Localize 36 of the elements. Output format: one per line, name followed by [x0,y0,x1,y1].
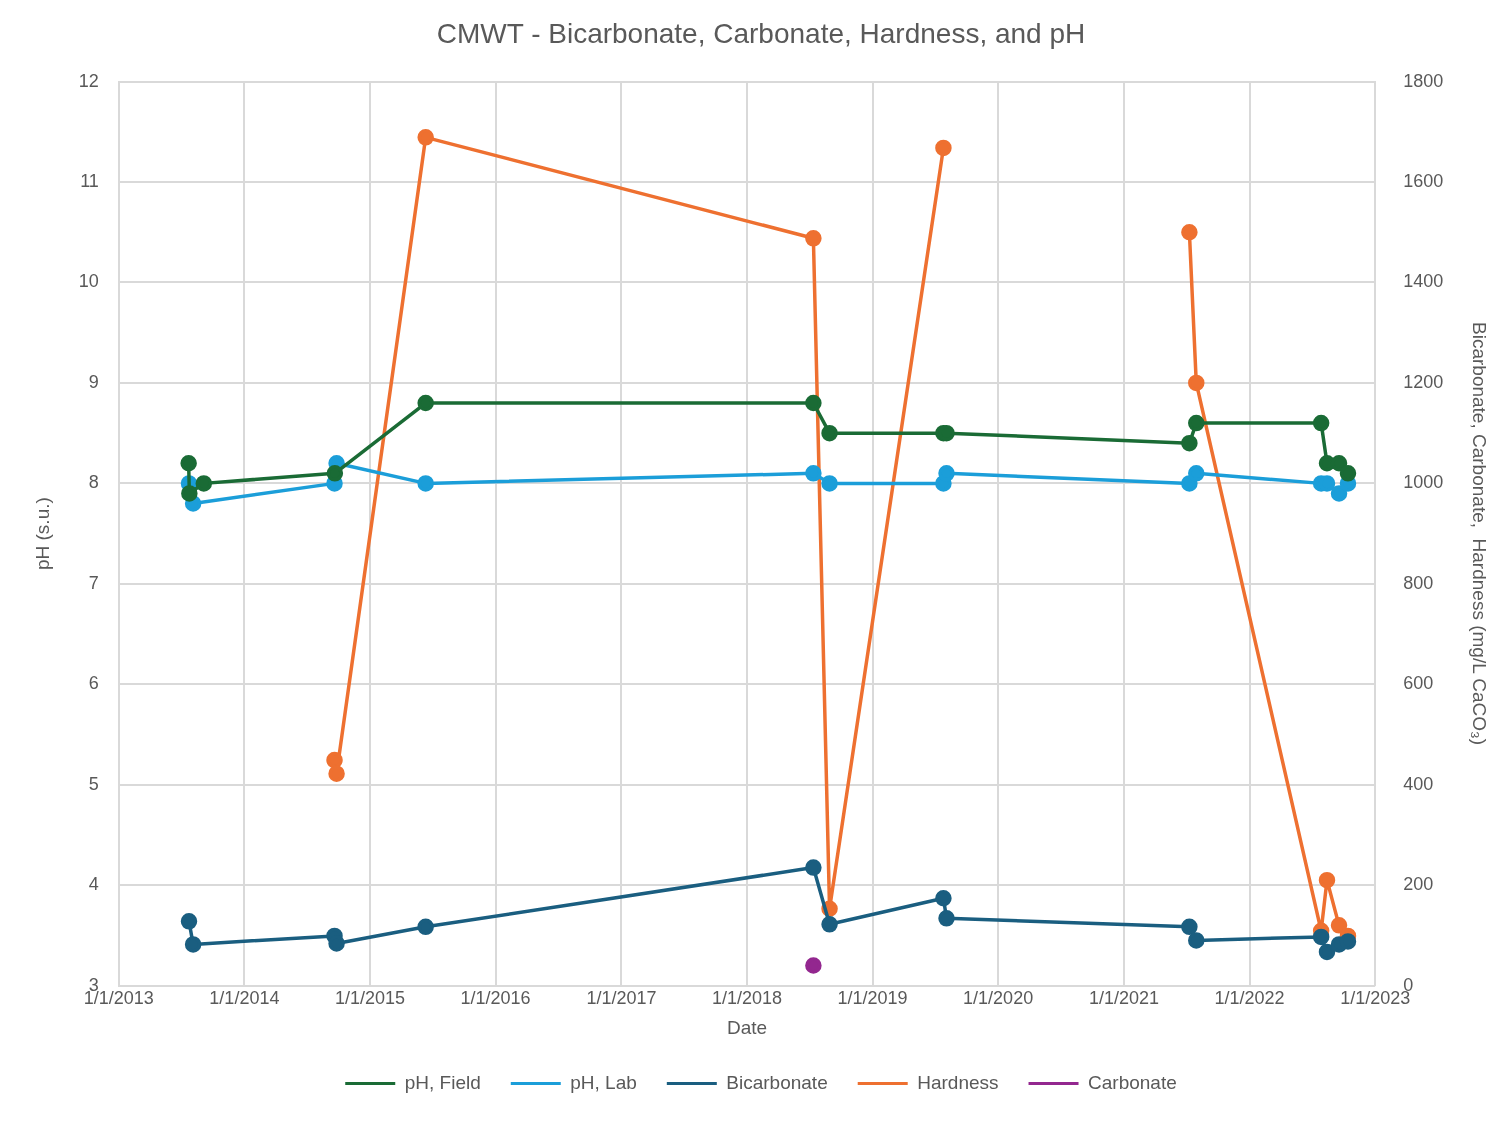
legend-label: pH, Lab [570,1071,637,1093]
x-tick-label: 1/1/2017 [586,988,657,1009]
y2-tick-label: 1600 [1403,171,1444,192]
y2-tick-label: 1000 [1403,472,1444,493]
legend-label: pH, Field [404,1071,481,1093]
legend-label: Hardness [917,1071,999,1093]
x-tick-label: 1/1/2019 [837,988,908,1009]
y2-tick-label: 400 [1403,773,1434,794]
x-tick-label: 1/1/2020 [963,988,1034,1009]
legend-label: Bicarbonate [726,1071,828,1093]
x-tick-label: 1/1/2021 [1088,988,1160,1009]
x-tick-label: 1/1/2022 [1214,988,1285,1009]
y-tick-label: 4 [88,874,99,895]
x-tick-label: 1/1/2014 [209,988,280,1009]
x-tick-label: 1/1/2016 [460,988,531,1009]
y2-tick-label: 1400 [1403,271,1444,292]
y-tick-label: 11 [80,171,99,192]
y-tick-label: 7 [88,572,99,593]
y-tick-label: 12 [78,70,99,91]
legend-label: Carbonate [1088,1071,1177,1093]
y2-tick-label: 600 [1403,673,1434,694]
y2-axis-title: Bicarbonate, Carbonate, Hardness (mg/L CaCO₃) [1469,322,1491,746]
y-tick-label: 8 [88,472,99,493]
y2-tick-label: 200 [1403,874,1434,895]
y2-tick-label: 1200 [1403,371,1444,392]
y-tick-label: 10 [78,271,99,292]
y2-tick-label: 800 [1403,572,1434,593]
x-tick-label: 1/1/2015 [334,988,405,1009]
x-axis-title: Date [726,1016,768,1038]
y-axis-title: pH (s.u.) [31,497,53,571]
x-tick-label: 1/1/2018 [711,988,783,1009]
y-tick-label: 6 [88,673,99,694]
y-tick-label: 5 [88,773,99,794]
y2-tick-label: 1800 [1403,70,1444,91]
chart-title: CMWT - Bicarbonate, Carbonate, Hardness, and pH [436,17,1086,49]
y-tick-label: 9 [88,371,99,392]
